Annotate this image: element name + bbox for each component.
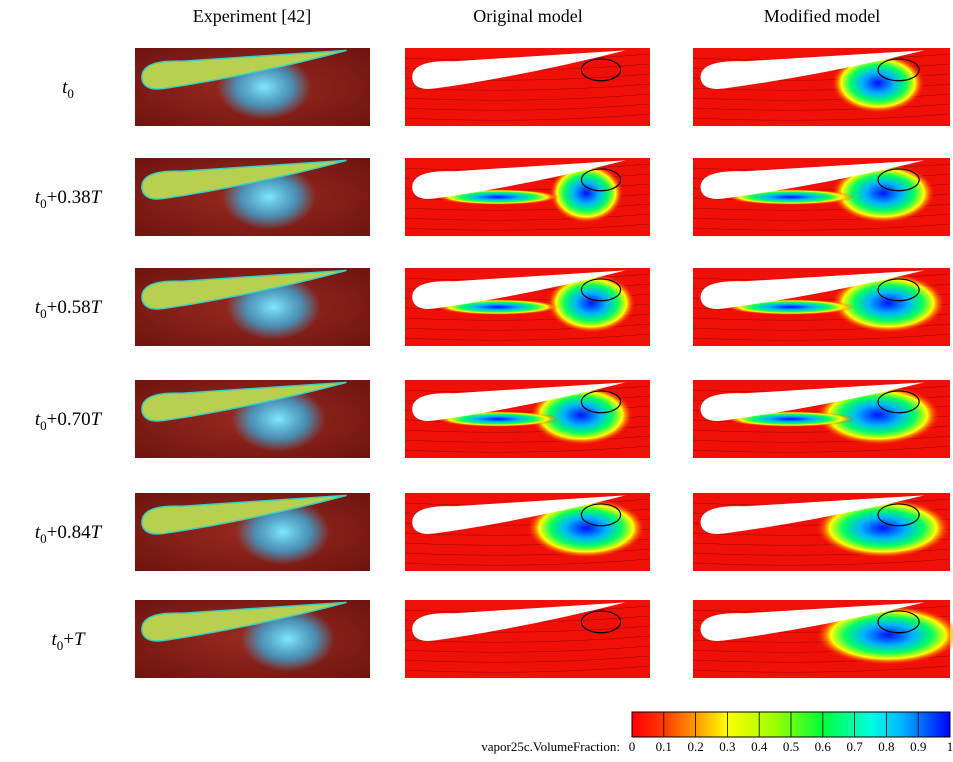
colorbar-tick-label: 0.5 — [783, 739, 799, 754]
colorbar-tick-label: 0.8 — [878, 739, 894, 754]
modified-model-image — [693, 268, 950, 346]
column-header: Experiment [42] — [193, 6, 311, 26]
modified-model-image — [693, 380, 950, 458]
time-subscript: 0 — [67, 86, 74, 101]
original-model-image — [405, 380, 650, 458]
colorbar-tick-label: 0.4 — [751, 739, 768, 754]
column-header: Modified model — [764, 6, 880, 26]
period-symbol: T — [91, 522, 103, 543]
period-symbol: T — [91, 187, 103, 208]
figure: Experiment [42] Original model Modified … — [0, 0, 953, 762]
row-label: t0 — [62, 77, 74, 101]
experiment-image — [135, 158, 370, 236]
period-symbol: T — [91, 409, 103, 430]
row-label: t0+T — [51, 629, 86, 653]
original-model-image — [405, 158, 650, 236]
colorbar-tick-label: 0.1 — [656, 739, 672, 754]
period-symbol: T — [74, 629, 86, 650]
time-offset: +0.38 — [47, 187, 91, 208]
time-offset: +0.84 — [47, 522, 91, 543]
colorbar-label: vapor25c.VolumeFraction: — [481, 739, 620, 754]
row-label: t0+0.84T — [35, 522, 103, 546]
original-model-image — [405, 48, 650, 126]
row-label: t0+0.38T — [35, 187, 103, 211]
period-symbol: T — [91, 297, 103, 318]
modified-model-image — [693, 158, 950, 236]
original-model-image — [405, 268, 650, 346]
colorbar-tick-label: 0.3 — [719, 739, 735, 754]
original-model-image — [405, 600, 650, 678]
experiment-image — [135, 493, 370, 571]
colorbar-tick-label: 0 — [629, 739, 636, 754]
experiment-image — [135, 600, 370, 678]
colorbar-tick-label: 0.2 — [687, 739, 703, 754]
colorbar-tick-label: 1 — [947, 739, 953, 754]
modified-model-image — [693, 600, 953, 678]
row-label: t0+0.58T — [35, 297, 103, 321]
colorbar-tick-label: 0.9 — [910, 739, 926, 754]
colorbar-tick-label: 0.6 — [815, 739, 832, 754]
experiment-image — [135, 380, 370, 458]
column-header: Original model — [473, 6, 582, 26]
colorbar-tick-label: 0.7 — [846, 739, 863, 754]
time-offset: +0.58 — [47, 297, 91, 318]
modified-model-image — [693, 493, 950, 571]
experiment-image — [135, 268, 370, 346]
row-label: t0+0.70T — [35, 409, 103, 433]
time-offset: +0.70 — [47, 409, 91, 430]
modified-model-image — [693, 48, 950, 126]
experiment-image — [135, 48, 370, 126]
time-offset: + — [63, 629, 74, 650]
original-model-image — [405, 493, 650, 571]
